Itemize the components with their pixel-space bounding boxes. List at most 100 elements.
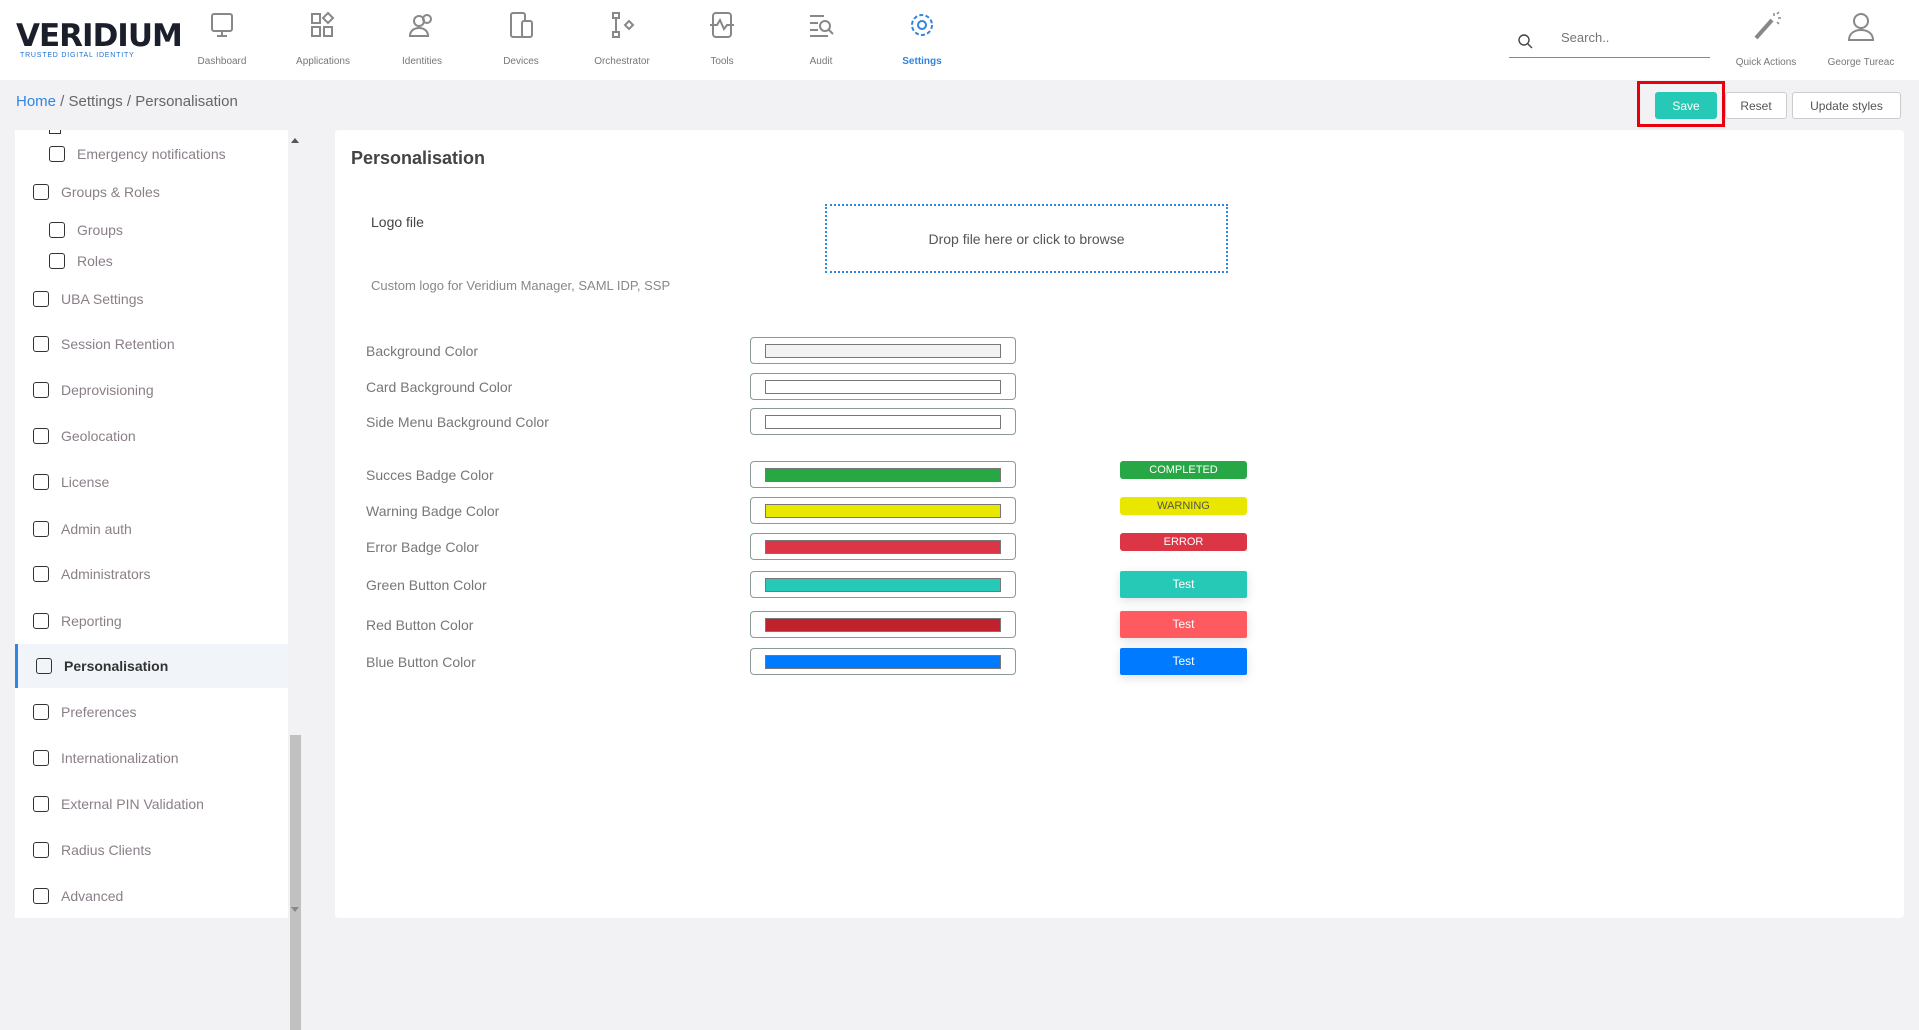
search-input[interactable]	[1561, 30, 1701, 45]
sidebar-item-uba-settings[interactable]: UBA Settings	[15, 277, 288, 321]
sidebar-scrollbar[interactable]	[288, 130, 303, 1030]
succes-badge-color-preview-badge: COMPLETED	[1120, 461, 1247, 479]
logo-hint: Custom logo for Veridium Manager, SAML I…	[371, 278, 671, 293]
uba-settings-icon	[33, 291, 49, 307]
quick-actions-button[interactable]: Quick Actions	[1721, 10, 1811, 68]
warning-badge-color-label: Warning Badge Color	[366, 503, 500, 519]
magic-wand-icon	[1754, 11, 1781, 40]
sidebar-item-license[interactable]: License	[15, 460, 288, 504]
partial-item-icon	[49, 130, 61, 134]
sidebar-item-deprovisioning[interactable]: Deprovisioning	[15, 368, 288, 412]
sidebar-item-emergency-notifications[interactable]: Emergency notifications	[15, 139, 288, 169]
breadcrumb: Home / Settings / Personalisation	[16, 93, 238, 110]
logo-file-label: Logo file	[371, 214, 424, 230]
update-styles-button[interactable]: Update styles	[1792, 92, 1901, 119]
sidebar-item-geolocation[interactable]: Geolocation	[15, 414, 288, 458]
veridium-logo[interactable]: VERIDIUM TRUSTED DIGITAL IDENTITY	[16, 18, 183, 59]
preferences-icon	[33, 704, 49, 720]
nav-settings[interactable]: Settings	[877, 10, 967, 67]
error-badge-color-picker[interactable]	[750, 533, 1016, 560]
settings-sidebar: Emergency notifications Groups & Roles Gro…	[15, 130, 288, 918]
admin-auth-icon	[33, 521, 49, 537]
sidebar-item-admin-auth[interactable]: Admin auth	[15, 507, 288, 551]
deprovisioning-icon	[33, 382, 49, 398]
sidebar-item-advanced[interactable]: Advanced	[15, 874, 288, 918]
devices-icon	[510, 12, 533, 38]
scroll-down-arrow[interactable]	[291, 907, 299, 916]
nav-dashboard[interactable]: Dashboard	[177, 10, 267, 67]
nav-applications[interactable]: Applications	[278, 10, 368, 67]
red-button-color-test-button[interactable]: Test	[1120, 611, 1247, 638]
users-icon	[408, 14, 432, 37]
breadcrumb-home[interactable]: Home	[16, 93, 57, 110]
sidebar-item-external-pin-validation[interactable]: External PIN Validation	[15, 782, 288, 826]
color-swatch	[765, 344, 1001, 358]
nav-devices[interactable]: Devices	[476, 10, 566, 67]
audit-search-icon	[810, 15, 834, 37]
breadcrumb-settings[interactable]: Settings	[68, 93, 123, 110]
logo-dropzone[interactable]: Drop file here or click to browse	[825, 204, 1228, 273]
personalisation-icon	[36, 658, 52, 674]
search-box[interactable]	[1509, 26, 1710, 58]
sidebar-item-reporting[interactable]: Reporting	[15, 599, 288, 643]
sidebar-item-preferences[interactable]: Preferences	[15, 690, 288, 734]
sidebar-item-administrators[interactable]: Administrators	[15, 552, 288, 596]
color-swatch	[765, 468, 1001, 482]
scroll-up-arrow[interactable]	[291, 134, 299, 143]
green-button-color-picker[interactable]	[750, 571, 1016, 598]
flow-icon	[612, 12, 635, 38]
warning-badge-color-picker[interactable]	[750, 497, 1016, 524]
user-menu[interactable]: George Tureac	[1816, 10, 1906, 68]
blue-button-color-label: Blue Button Color	[366, 654, 476, 670]
error-badge-color-label: Error Badge Color	[366, 539, 479, 555]
sidebar-item-groups-roles[interactable]: Groups & Roles	[15, 170, 288, 214]
nav-audit[interactable]: Audit	[776, 10, 866, 67]
card-background-color-picker[interactable]	[750, 373, 1016, 400]
gear-icon	[911, 14, 933, 36]
nav-tools[interactable]: Tools	[677, 10, 767, 67]
error-badge-color-preview-badge: ERROR	[1120, 533, 1247, 551]
warning-badge-color-preview-badge: WARNING	[1120, 497, 1247, 515]
color-swatch	[765, 578, 1001, 592]
highlight-box	[1637, 81, 1725, 127]
sidebar-item-personalisation[interactable]: Personalisation	[15, 644, 288, 688]
green-button-color-label: Green Button Color	[366, 577, 487, 593]
page-title: Personalisation	[351, 148, 486, 168]
sidebar-item-roles[interactable]: Roles	[15, 246, 288, 276]
advanced-icon	[33, 888, 49, 904]
sidebar-item-session-retention[interactable]: Session Retention	[15, 322, 288, 366]
sidebar-item-groups[interactable]: Groups	[15, 215, 288, 245]
groups-icon	[49, 222, 65, 238]
blue-button-color-picker[interactable]	[750, 648, 1016, 675]
succes-badge-color-label: Succes Badge Color	[366, 467, 494, 483]
background-color-label: Background Color	[366, 343, 479, 359]
color-swatch	[765, 618, 1001, 632]
geolocation-icon	[33, 428, 49, 444]
sidebar-item-radius-clients[interactable]: Radius Clients	[15, 828, 288, 872]
apps-icon	[311, 11, 335, 37]
green-button-color-test-button[interactable]: Test	[1120, 571, 1247, 598]
nav-identities[interactable]: Identities	[377, 10, 467, 67]
nav-orchestrator[interactable]: Orchestrator	[577, 10, 667, 67]
roles-icon	[49, 253, 65, 269]
reset-button[interactable]: Reset	[1725, 92, 1787, 119]
pulse-icon	[710, 12, 734, 38]
blue-button-color-test-button[interactable]: Test	[1120, 648, 1247, 675]
search-icon	[1518, 34, 1533, 49]
sidebar-item-internationalization[interactable]: Internationalization	[15, 736, 288, 780]
monitor-icon	[211, 13, 233, 37]
color-swatch	[765, 540, 1001, 554]
side-menu-background-color-label: Side Menu Background Color	[366, 414, 549, 430]
internationalization-icon	[33, 750, 49, 766]
succes-badge-color-picker[interactable]	[750, 461, 1016, 488]
side-menu-background-color-picker[interactable]	[750, 408, 1016, 435]
red-button-color-picker[interactable]	[750, 611, 1016, 638]
save-button[interactable]: Save	[1655, 92, 1717, 119]
reporting-icon	[33, 613, 49, 629]
background-color-picker[interactable]	[750, 337, 1016, 364]
emergency-notifications-icon	[49, 146, 65, 162]
scrollbar-thumb[interactable]	[290, 735, 301, 1030]
breadcrumb-current: Personalisation	[135, 93, 238, 110]
external-pin-validation-icon	[33, 796, 49, 812]
color-swatch	[765, 380, 1001, 394]
